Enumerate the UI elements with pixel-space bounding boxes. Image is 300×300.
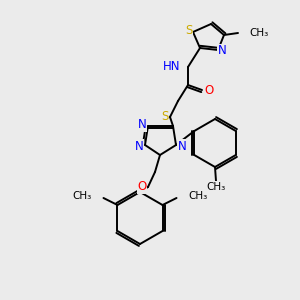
Text: O: O: [137, 181, 147, 194]
Text: N: N: [218, 44, 226, 58]
Text: S: S: [185, 25, 193, 38]
Text: CH₃: CH₃: [72, 191, 92, 201]
Text: CH₃: CH₃: [206, 182, 226, 192]
Text: CH₃: CH₃: [249, 28, 268, 38]
Text: N: N: [135, 140, 143, 152]
Text: CH₃: CH₃: [188, 191, 208, 201]
Text: O: O: [204, 83, 214, 97]
Text: HN: HN: [163, 61, 180, 74]
Text: N: N: [178, 140, 186, 152]
Text: N: N: [138, 118, 146, 131]
Text: S: S: [161, 110, 169, 122]
